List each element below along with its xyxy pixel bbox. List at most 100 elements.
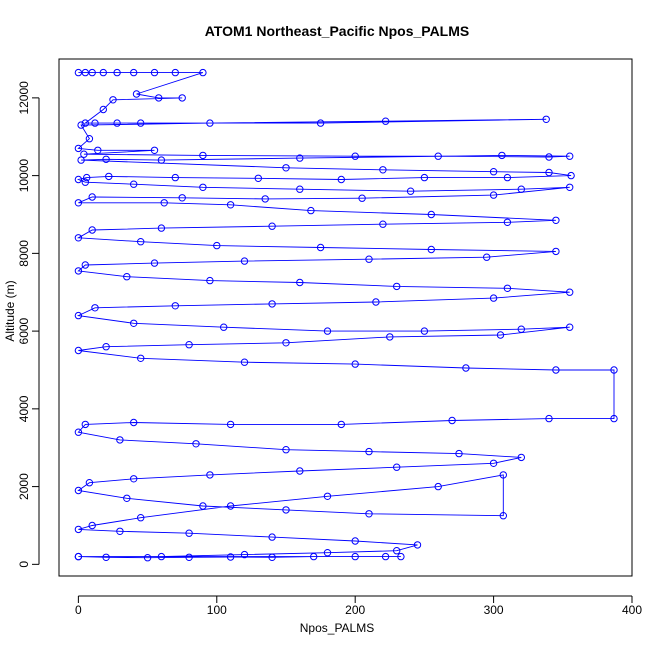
data-point: [77, 121, 85, 129]
data-point: [483, 253, 491, 261]
data-point: [113, 119, 121, 127]
data-point: [489, 191, 498, 199]
data-point: [379, 220, 387, 228]
data-series: [74, 68, 618, 562]
data-point: [74, 199, 83, 207]
data-point: [365, 510, 373, 518]
data-point: [137, 514, 145, 522]
data-point: [80, 150, 88, 158]
data-point: [496, 331, 505, 339]
data-point: [130, 180, 138, 188]
data-point: [157, 224, 166, 232]
data-point: [393, 547, 401, 555]
data-point: [489, 294, 498, 302]
data-point: [381, 117, 390, 125]
data-point: [566, 183, 574, 192]
data-point: [545, 168, 553, 177]
data-point: [282, 446, 290, 454]
data-point: [268, 222, 276, 230]
y-tick-label: 8000: [17, 240, 31, 267]
y-tick-label: 6000: [17, 317, 31, 344]
data-point: [254, 174, 262, 183]
data-point: [102, 155, 110, 164]
data-point: [261, 195, 269, 203]
data-point: [206, 276, 214, 285]
y-tick-label: 2000: [17, 473, 31, 500]
data-point: [462, 364, 470, 372]
data-point: [102, 343, 110, 351]
data-point: [226, 420, 235, 429]
data-point: [226, 553, 235, 561]
data-point: [365, 255, 373, 263]
data-point: [503, 173, 512, 182]
data-point: [130, 319, 138, 327]
data-point: [323, 549, 332, 557]
data-point: [109, 96, 117, 104]
data-point: [130, 68, 138, 77]
data-point: [81, 119, 90, 127]
plot-frame: [58, 58, 633, 577]
data-point: [517, 453, 525, 462]
data-point: [226, 201, 235, 209]
data-point: [143, 554, 152, 562]
data-point: [296, 185, 304, 193]
y-axis-label: Altitude (m): [3, 280, 17, 341]
data-point: [77, 156, 85, 164]
data-point: [150, 146, 159, 155]
data-point: [105, 172, 113, 181]
data-point: [498, 151, 506, 160]
data-point: [150, 259, 159, 267]
data-point: [102, 553, 110, 561]
data-point: [296, 467, 304, 475]
data-point: [381, 552, 390, 561]
data-point: [74, 144, 83, 153]
x-tick-label: 300: [484, 603, 504, 617]
y-tick-label: 4000: [17, 395, 31, 422]
data-point: [137, 354, 145, 362]
data-point: [206, 471, 214, 479]
data-point: [130, 418, 138, 427]
data-point: [74, 486, 83, 495]
data-point: [83, 173, 91, 182]
data-point: [268, 533, 276, 541]
data-point: [91, 119, 99, 127]
data-point: [171, 173, 180, 182]
data-point: [137, 238, 145, 246]
data-point: [545, 414, 553, 423]
data-point: [503, 218, 512, 227]
y-tick-label: 12000: [17, 81, 31, 115]
data-point: [489, 168, 498, 176]
data-point: [413, 541, 422, 549]
data-point: [517, 325, 525, 333]
data-point: [160, 199, 168, 207]
data-point: [489, 459, 498, 467]
data-point: [91, 304, 99, 312]
data-point: [206, 119, 214, 127]
data-point: [74, 346, 83, 355]
data-point: [226, 502, 235, 510]
data-point: [567, 171, 575, 180]
data-point: [88, 68, 96, 77]
data-point: [74, 428, 83, 436]
data-point: [88, 226, 96, 234]
data-point: [116, 436, 124, 444]
data-point: [386, 333, 394, 341]
data-point: [99, 105, 108, 114]
data-point: [213, 241, 221, 250]
data-point: [113, 68, 121, 77]
data-point: [552, 216, 560, 225]
data-point: [178, 94, 186, 102]
data-point: [192, 440, 200, 448]
data-point: [427, 245, 435, 254]
data-point: [610, 414, 618, 423]
data-point: [74, 267, 83, 275]
data-point: [566, 288, 574, 296]
x-axis-label: Npos_PALMS: [300, 621, 374, 635]
data-point: [88, 521, 96, 530]
data-point: [185, 529, 193, 537]
data-point: [123, 273, 131, 281]
data-point: [240, 257, 249, 265]
data-point: [499, 471, 507, 479]
data-point: [448, 416, 456, 425]
